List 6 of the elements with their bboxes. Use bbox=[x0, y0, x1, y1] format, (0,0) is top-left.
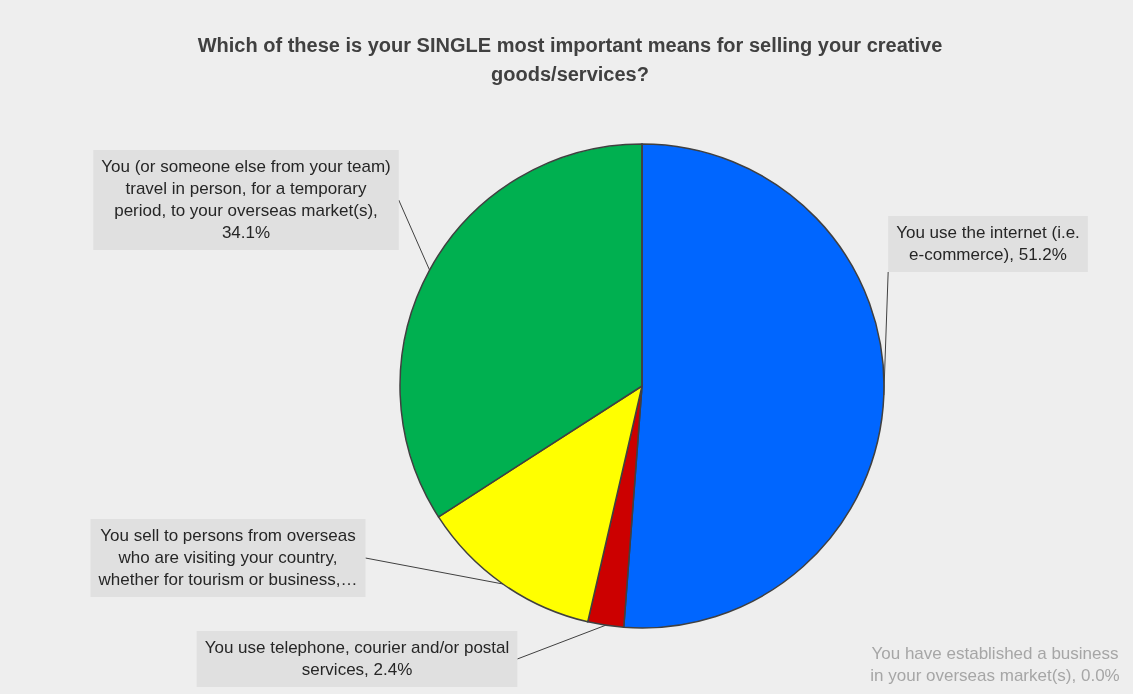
chart-title: Which of these is your SINGLE most important means for selling your creative goods/services? bbox=[197, 33, 943, 85]
slice-label: You use the internet (i.e. e-commerce), 51.2% bbox=[896, 223, 1080, 264]
slice-label: You use telephone, courier and/or postal services, 2.4% bbox=[204, 638, 510, 679]
category-label: You have established a business in your overseas market(s), 0.0% bbox=[870, 644, 1120, 685]
slice-label: You (or someone else from your team) travel in person, for a temporary period, to your overseas market(s), 34.1% bbox=[101, 157, 391, 242]
slice-label: You sell to persons from overseas who are visiting your country, whether for tourism or business,… bbox=[97, 526, 358, 589]
